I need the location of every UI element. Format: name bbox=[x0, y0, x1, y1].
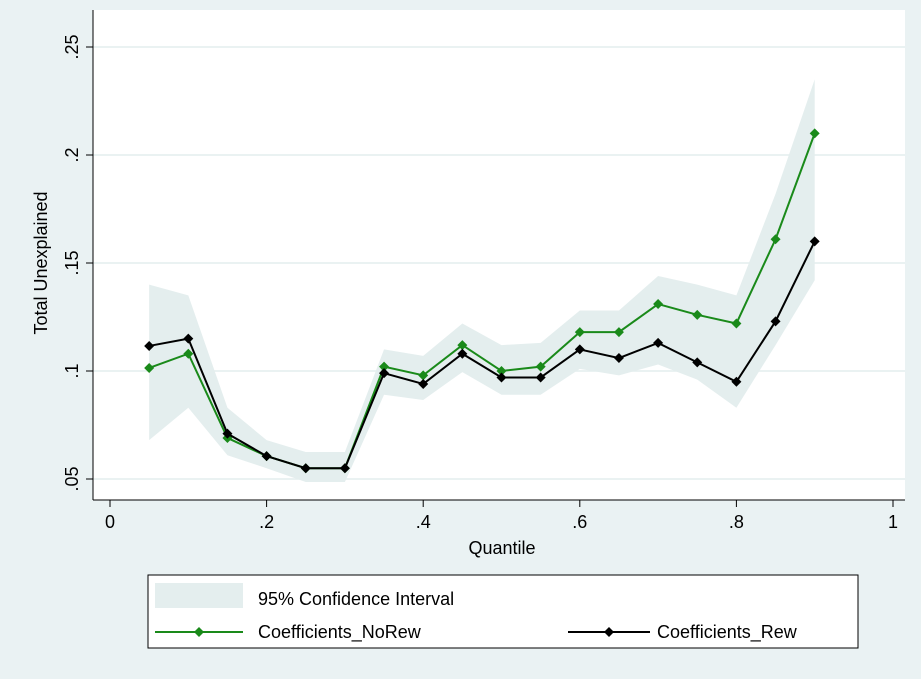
marker bbox=[379, 361, 390, 372]
marker bbox=[770, 234, 781, 245]
y-tick-label: .25 bbox=[62, 34, 82, 59]
marker bbox=[496, 372, 507, 383]
legend bbox=[147, 574, 859, 649]
marker bbox=[574, 344, 585, 355]
marker bbox=[731, 318, 742, 329]
x-tick-label: 1 bbox=[888, 512, 898, 532]
marker bbox=[653, 299, 664, 310]
legend-label: 95% Confidence Interval bbox=[258, 589, 454, 609]
marker bbox=[653, 337, 664, 348]
marker bbox=[613, 327, 624, 338]
x-tick-label: .8 bbox=[729, 512, 744, 532]
series-line bbox=[148, 240, 816, 470]
y-tick-label: .15 bbox=[62, 250, 82, 275]
marker bbox=[418, 370, 429, 381]
marker bbox=[692, 309, 703, 320]
x-tick-label: .2 bbox=[259, 512, 274, 532]
y-tick-label: .2 bbox=[62, 147, 82, 162]
marker bbox=[183, 333, 194, 344]
marker bbox=[809, 236, 820, 247]
marker bbox=[418, 378, 429, 389]
marker bbox=[809, 128, 820, 139]
x-tick-label: .4 bbox=[416, 512, 431, 532]
y-axis-title: Total Unexplained bbox=[31, 191, 51, 334]
x-axis-title: Quantile bbox=[468, 538, 535, 558]
legend-marker bbox=[194, 627, 204, 637]
y-tick-label: .1 bbox=[62, 363, 82, 378]
marker bbox=[300, 463, 311, 474]
legend-swatch bbox=[155, 583, 243, 608]
marker bbox=[261, 451, 272, 462]
x-tick-label: 0 bbox=[105, 512, 115, 532]
marker bbox=[613, 353, 624, 364]
marker bbox=[339, 463, 350, 474]
marker bbox=[457, 340, 468, 351]
marker bbox=[144, 362, 155, 373]
marker bbox=[731, 376, 742, 387]
marker bbox=[770, 316, 781, 327]
marker bbox=[457, 348, 468, 359]
marker bbox=[144, 340, 155, 351]
legend-label: Coefficients_NoRew bbox=[258, 622, 422, 643]
legend-label: Coefficients_Rew bbox=[657, 622, 798, 643]
marker bbox=[692, 357, 703, 368]
marker bbox=[379, 368, 390, 379]
legend-marker bbox=[604, 627, 614, 637]
marker bbox=[496, 366, 507, 376]
marker bbox=[535, 361, 546, 372]
marker bbox=[222, 428, 233, 439]
x-tick-label: .6 bbox=[572, 512, 587, 532]
marker bbox=[183, 348, 194, 359]
y-tick-label: .05 bbox=[62, 466, 82, 491]
marker bbox=[535, 372, 546, 383]
marker bbox=[574, 327, 585, 338]
